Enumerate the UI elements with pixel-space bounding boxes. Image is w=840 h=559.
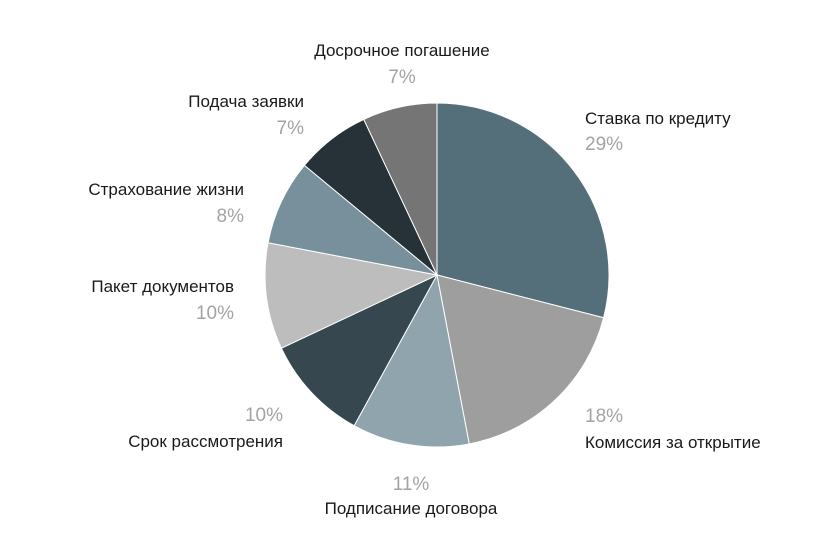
- pie-slice-1: [436, 274, 605, 445]
- label-group-0: Ставка по кредиту 29%: [585, 109, 731, 155]
- slice-value-podpisanie: 11%: [393, 474, 430, 495]
- slice-value-podacha: 7%: [277, 118, 305, 139]
- pie-slices: [264, 102, 610, 448]
- label-group-7: Досрочное погашение 7%: [314, 41, 489, 88]
- slice-value-komissiya: 18%: [585, 406, 623, 427]
- pie-slice-0: [436, 102, 610, 319]
- slice-label-podacha: Подача заявки: [188, 92, 304, 111]
- slice-value-srok: 10%: [245, 405, 283, 426]
- slice-label-dosrochnoe: Досрочное погашение: [314, 41, 489, 60]
- label-group-3: 10% Срок рассмотрения: [128, 405, 283, 451]
- label-group-1: 18% Комиссия за открытие: [585, 406, 761, 452]
- slice-value-strakhovanie: 8%: [217, 206, 245, 227]
- slice-label-paket: Пакет документов: [91, 277, 234, 296]
- slice-label-srok: Срок рассмотрения: [128, 432, 283, 451]
- slice-label-komissiya: Комиссия за открытие: [585, 433, 761, 452]
- pie-slice-4: [264, 242, 439, 349]
- slice-label-stavka: Ставка по кредиту: [585, 109, 731, 128]
- label-group-4: Пакет документов 10%: [91, 277, 234, 324]
- label-group-5: Страхование жизни 8%: [88, 180, 244, 227]
- pie-slice-2: [353, 273, 470, 448]
- slice-label-strakhovanie: Страхование жизни: [88, 180, 244, 199]
- slice-value-dosrochnoe: 7%: [388, 67, 416, 88]
- label-group-6: Подача заявки 7%: [188, 92, 304, 139]
- slice-label-podpisanie: Подписание договора: [325, 499, 498, 518]
- slice-value-stavka: 29%: [585, 134, 623, 155]
- slice-value-paket: 10%: [196, 303, 234, 324]
- label-group-2: 11% Подписание договора: [325, 474, 498, 518]
- pie-slice-3: [280, 273, 439, 427]
- pie-slice-7: [363, 102, 438, 276]
